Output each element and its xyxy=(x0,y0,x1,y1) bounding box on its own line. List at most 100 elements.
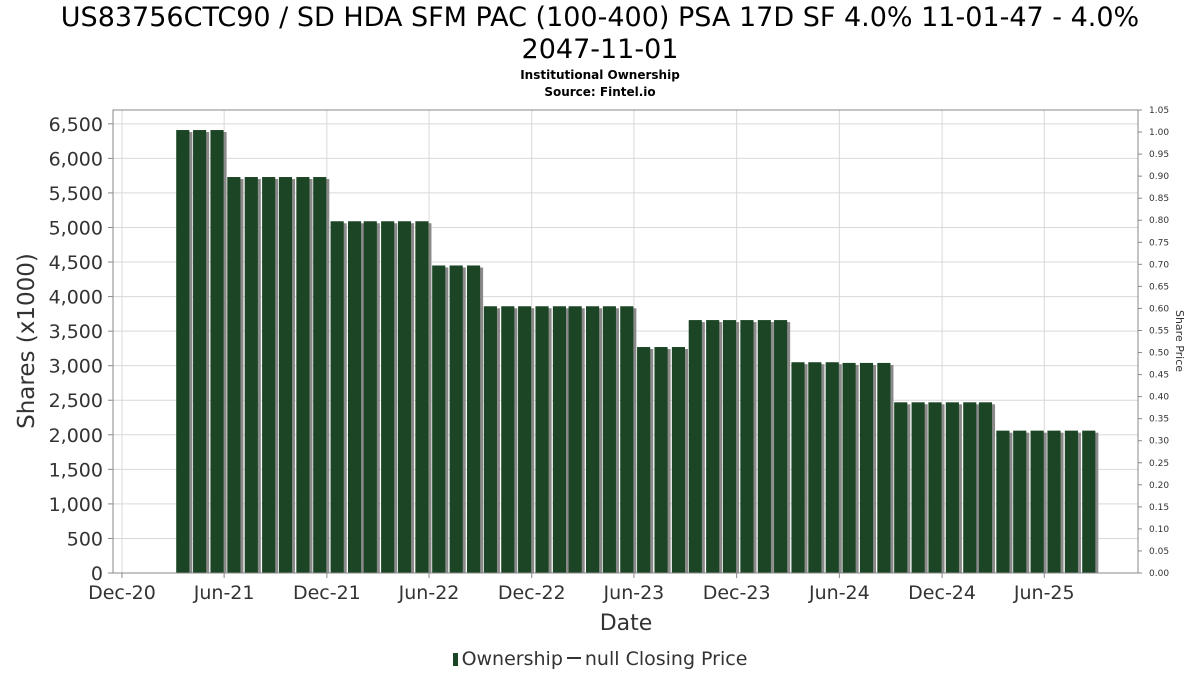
y-tick-label: 3,500 xyxy=(49,321,103,343)
ownership-bar xyxy=(722,320,737,573)
ownership-bar xyxy=(1064,430,1078,573)
ownership-bar xyxy=(945,402,959,573)
ownership-bar xyxy=(1030,430,1044,573)
y2-tick-label: 1.05 xyxy=(1149,106,1169,116)
ownership-bar xyxy=(210,130,224,574)
ownership-bar xyxy=(688,320,702,573)
y-tick-label: 1,500 xyxy=(49,459,103,481)
ownership-bar xyxy=(1047,430,1061,573)
x-tick-label: Dec-21 xyxy=(293,582,361,604)
y2-tick-label: 0.25 xyxy=(1149,459,1169,469)
x-tick-label: Dec-20 xyxy=(88,582,156,604)
ownership-bar xyxy=(740,320,754,573)
y2-tick-label: 0.00 xyxy=(1149,569,1169,579)
y2-tick-label: 0.10 xyxy=(1149,525,1169,535)
y2-tick-label: 0.55 xyxy=(1149,326,1169,336)
y-tick-label: 5,000 xyxy=(49,217,103,239)
y-tick-label: 4,000 xyxy=(49,287,103,309)
y2-tick-label: 0.30 xyxy=(1149,437,1169,447)
ownership-legend-label: Ownership xyxy=(461,648,563,670)
ownership-bar xyxy=(842,362,856,573)
ownership-bar xyxy=(397,221,412,573)
ownership-bar xyxy=(911,402,925,573)
ownership-bar xyxy=(262,177,276,573)
ownership-bar xyxy=(449,265,463,573)
plot-frame xyxy=(112,109,1139,574)
ownership-bar xyxy=(278,177,293,573)
x-tick-label: Dec-22 xyxy=(498,582,566,604)
axes: 0 500 1,000 1,500 2,000 2,500 3,000 3,500 4,000 4… xyxy=(49,106,1170,604)
ownership-bar xyxy=(1082,430,1096,573)
ownership-legend-swatch xyxy=(452,653,458,666)
ownership-bar xyxy=(791,362,805,573)
chart-source: Source: Fintel.io xyxy=(544,85,656,99)
y-tick-label: 0 xyxy=(91,563,103,585)
y2-tick-label: 0.35 xyxy=(1149,415,1169,425)
ownership-bar xyxy=(825,362,839,573)
ownership-bar xyxy=(671,347,686,573)
ownership-bar xyxy=(483,306,497,573)
ownership-bar xyxy=(996,430,1010,573)
ownership-bar xyxy=(381,221,395,573)
ownership-bar xyxy=(432,265,446,573)
y-tick-label: 500 xyxy=(67,528,103,550)
ownership-bar xyxy=(501,306,515,573)
ownership-bar xyxy=(296,177,310,573)
ownership-bar xyxy=(176,130,190,574)
ownership-bar xyxy=(654,347,668,573)
y2-tick-label: 0.20 xyxy=(1149,481,1169,491)
y2-tick-label: 0.15 xyxy=(1149,503,1169,513)
y2-tick-label: 0.90 xyxy=(1149,172,1169,182)
ownership-bar xyxy=(415,221,429,573)
ownership-bar xyxy=(808,362,822,573)
ownership-bar xyxy=(928,402,942,573)
ownership-bar xyxy=(1013,430,1027,573)
y-tick-label: 2,500 xyxy=(49,390,103,412)
x-axis-label: Date xyxy=(600,611,653,636)
x-tick-label: Dec-23 xyxy=(703,582,771,604)
y2-tick-label: 0.05 xyxy=(1149,547,1169,557)
y2-tick-label: 0.85 xyxy=(1149,194,1169,204)
ownership-bar xyxy=(568,306,582,573)
x-tick-label: Jun-24 xyxy=(808,582,870,604)
ownership-bar xyxy=(227,177,241,573)
y2-tick-label: 1.00 xyxy=(1149,128,1169,138)
y2-tick-label: 0.80 xyxy=(1149,216,1169,226)
y-axis-label: Shares (x1000) xyxy=(14,253,40,429)
x-tick-label: Dec-24 xyxy=(908,582,976,604)
ownership-bar xyxy=(347,221,362,573)
y-tick-label: 2,000 xyxy=(49,425,103,447)
x-tick-label: Jun-22 xyxy=(398,582,460,604)
ownership-bar xyxy=(637,347,651,573)
x-tick-label: Jun-21 xyxy=(193,582,255,604)
bars xyxy=(176,130,1099,574)
ownership-bar xyxy=(193,130,207,574)
ownership-bar xyxy=(363,221,377,573)
chart-subtitle: Institutional Ownership xyxy=(520,68,680,82)
y-tick-label: 6,500 xyxy=(49,114,103,136)
ownership-bar xyxy=(313,177,327,573)
y-tick-label: 5,500 xyxy=(49,183,103,205)
ownership-bar xyxy=(757,320,771,573)
ownership-bar xyxy=(602,306,616,573)
ownership-bar xyxy=(552,306,566,573)
chart-title-line-2: 2047-11-01 xyxy=(521,34,679,65)
legend: Ownership null Closing Price xyxy=(0,648,1200,670)
ownership-bar xyxy=(706,320,720,573)
ownership-bar xyxy=(244,177,258,573)
y2-tick-label: 0.45 xyxy=(1149,371,1169,381)
y2-tick-label: 0.50 xyxy=(1149,349,1169,359)
ownership-bar xyxy=(535,306,549,573)
y2-axis-label: Share Price xyxy=(1173,310,1186,372)
x-tick-label: Jun-23 xyxy=(603,582,665,604)
ownership-bar xyxy=(978,402,993,573)
x-tick-label: Jun-25 xyxy=(1013,582,1075,604)
y-tick-label: 3,000 xyxy=(49,356,103,378)
chart-title-line-1: US83756CTC90 / SD HDA SFM PAC (100-400) … xyxy=(60,2,1140,33)
y2-tick-label: 0.65 xyxy=(1149,282,1169,292)
y2-tick-label: 0.70 xyxy=(1149,260,1169,270)
ownership-bar xyxy=(894,402,908,573)
ownership-bar xyxy=(466,265,481,573)
price-legend-label: null Closing Price xyxy=(584,648,748,670)
